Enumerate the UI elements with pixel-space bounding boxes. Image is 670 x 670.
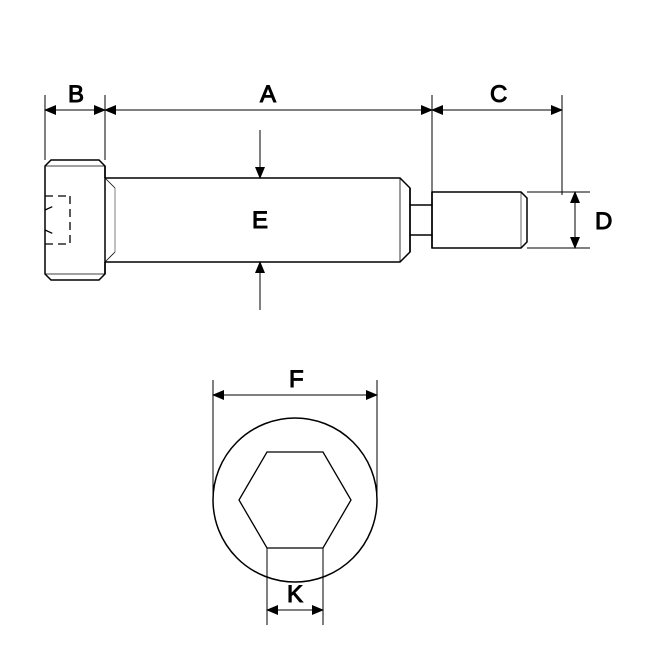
screw-neck	[410, 205, 432, 235]
dim-D-label: D	[595, 208, 612, 235]
shoulder-screw-diagram: B A C D E F K	[0, 0, 670, 670]
head-circle	[213, 418, 377, 582]
dim-B-label: B	[68, 81, 84, 108]
dimensions: B A C D E F K	[45, 81, 612, 625]
end-view	[213, 418, 377, 582]
dim-K-label: K	[287, 581, 303, 608]
dim-E: E	[252, 130, 268, 310]
dim-E-label: E	[252, 207, 268, 234]
screw-thread	[432, 192, 527, 248]
hex-socket-hidden	[45, 196, 70, 244]
dim-C-label: C	[490, 81, 507, 108]
side-view	[45, 160, 527, 280]
dim-A-label: A	[260, 81, 276, 108]
screw-head	[45, 160, 105, 280]
hex-socket	[239, 452, 351, 548]
dim-F-label: F	[289, 366, 304, 393]
